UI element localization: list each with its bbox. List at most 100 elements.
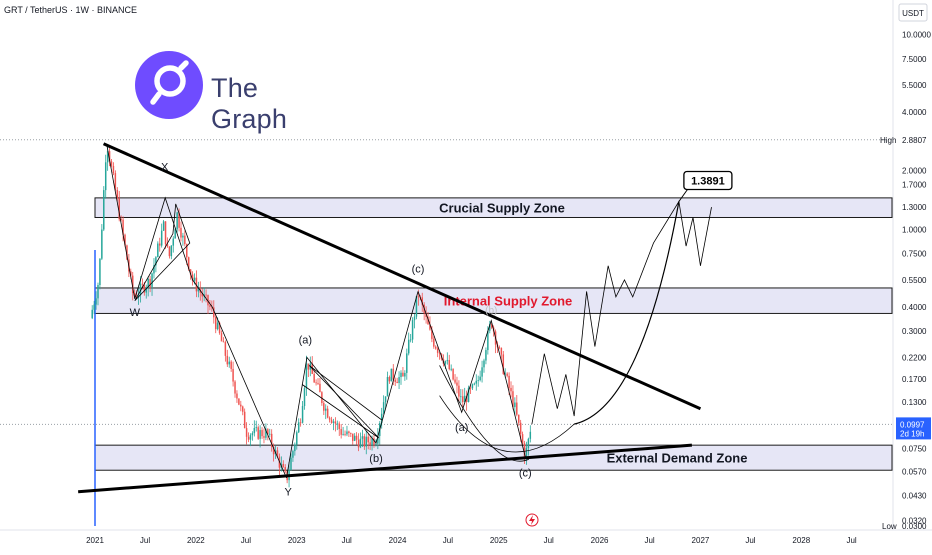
candle-163 bbox=[404, 370, 406, 381]
candle-body bbox=[514, 402, 516, 408]
candle-75 bbox=[234, 380, 236, 398]
candle-149 bbox=[377, 428, 379, 450]
candle-body bbox=[126, 245, 128, 260]
candle-body bbox=[159, 243, 161, 246]
zone-3[interactable] bbox=[94, 444, 893, 471]
candle-198 bbox=[471, 383, 474, 390]
candle-121 bbox=[323, 400, 325, 415]
candle-48 bbox=[182, 232, 184, 246]
candle-body bbox=[130, 271, 132, 276]
candle-124 bbox=[328, 416, 331, 423]
candle-body bbox=[296, 432, 298, 445]
y-tick-label: 0.0570 bbox=[902, 468, 927, 477]
candle-body bbox=[357, 439, 360, 448]
candle-body bbox=[112, 165, 115, 174]
candle-body bbox=[406, 353, 408, 373]
zone-label-2: Internal Supply Zone bbox=[444, 294, 573, 309]
candle-body bbox=[182, 235, 184, 238]
candle-173 bbox=[423, 302, 425, 321]
event-icon[interactable] bbox=[525, 513, 539, 527]
candle-180 bbox=[436, 346, 439, 358]
x-tick-label: 2021 bbox=[86, 536, 104, 545]
y-tick-label: 7.5000 bbox=[902, 55, 927, 64]
candle-body bbox=[213, 307, 215, 318]
candle-body bbox=[433, 338, 435, 347]
candle-98 bbox=[278, 453, 281, 476]
candle-84 bbox=[251, 431, 254, 441]
candle-body bbox=[334, 421, 337, 424]
candle-body bbox=[398, 377, 400, 383]
candle-218 bbox=[510, 381, 512, 398]
candle-53 bbox=[191, 271, 194, 286]
zone-1[interactable] bbox=[94, 197, 893, 218]
candle-61 bbox=[207, 294, 209, 315]
triangle-pattern bbox=[134, 203, 191, 301]
x-tick-label: 2028 bbox=[792, 536, 810, 545]
descending-resistance-line[interactable] bbox=[102, 142, 702, 411]
wave-label-4: (a) bbox=[299, 334, 312, 346]
the-graph-logo-icon bbox=[135, 51, 203, 119]
candle-body bbox=[506, 373, 508, 376]
candle-body bbox=[195, 277, 198, 292]
candle-95 bbox=[272, 443, 275, 462]
candle-body bbox=[97, 285, 99, 299]
candle-117 bbox=[315, 379, 317, 386]
candle-136 bbox=[352, 433, 354, 445]
candle-body bbox=[485, 350, 487, 361]
candle-body bbox=[267, 429, 269, 435]
y-tick-label: 0.1300 bbox=[902, 398, 927, 407]
x-tick-label: Jul bbox=[846, 536, 856, 545]
last-price-tag[interactable] bbox=[896, 417, 931, 440]
last-price-countdown: 2d 19h bbox=[900, 429, 924, 438]
candle-125 bbox=[330, 416, 333, 424]
projection-path bbox=[531, 200, 712, 425]
candle-107 bbox=[296, 430, 298, 450]
candle-43 bbox=[172, 236, 175, 253]
wave-label-6: (c) bbox=[412, 264, 425, 276]
candle-body bbox=[407, 339, 410, 354]
candle-97 bbox=[276, 447, 279, 458]
candle-body bbox=[460, 396, 462, 398]
candle-body bbox=[434, 346, 437, 349]
candle-134 bbox=[348, 430, 350, 437]
candle-73 bbox=[230, 360, 232, 372]
candle-6 bbox=[101, 224, 103, 261]
candle-body bbox=[236, 393, 238, 399]
y-tick-label: 0.4000 bbox=[902, 303, 927, 312]
candle-body bbox=[91, 309, 93, 319]
candle-body bbox=[131, 275, 134, 293]
candle-body bbox=[394, 379, 396, 382]
candle-body bbox=[519, 422, 522, 435]
candle-195 bbox=[465, 390, 468, 411]
candle-body bbox=[502, 354, 505, 374]
target-box[interactable] bbox=[683, 170, 733, 191]
candle-body bbox=[251, 433, 254, 436]
candle-197 bbox=[469, 385, 472, 394]
candle-body bbox=[139, 283, 142, 295]
candle-body bbox=[191, 274, 194, 281]
ascending-support-line[interactable] bbox=[78, 443, 692, 494]
candle-body bbox=[193, 277, 196, 281]
candle-body bbox=[216, 322, 219, 330]
candle-body bbox=[222, 341, 225, 343]
candle-body bbox=[174, 229, 176, 239]
zone-2[interactable] bbox=[94, 287, 893, 314]
candle-47 bbox=[180, 221, 182, 242]
candle-body bbox=[323, 403, 325, 411]
candle-body bbox=[324, 408, 327, 411]
currency-box[interactable] bbox=[898, 3, 928, 22]
y-tick-label: 0.3000 bbox=[902, 327, 927, 336]
candle-147 bbox=[373, 434, 375, 448]
candle-body bbox=[186, 244, 188, 258]
low-value: 0.0300 bbox=[902, 522, 927, 531]
candle-body bbox=[226, 355, 229, 365]
candle-205 bbox=[485, 347, 487, 365]
candle-body bbox=[330, 419, 333, 423]
candle-214 bbox=[502, 350, 505, 375]
wave-label-faint: (b) bbox=[485, 305, 497, 316]
candle-13 bbox=[114, 170, 117, 192]
candle-164 bbox=[406, 348, 408, 380]
candle-131 bbox=[342, 426, 344, 436]
candle-161 bbox=[400, 370, 402, 385]
